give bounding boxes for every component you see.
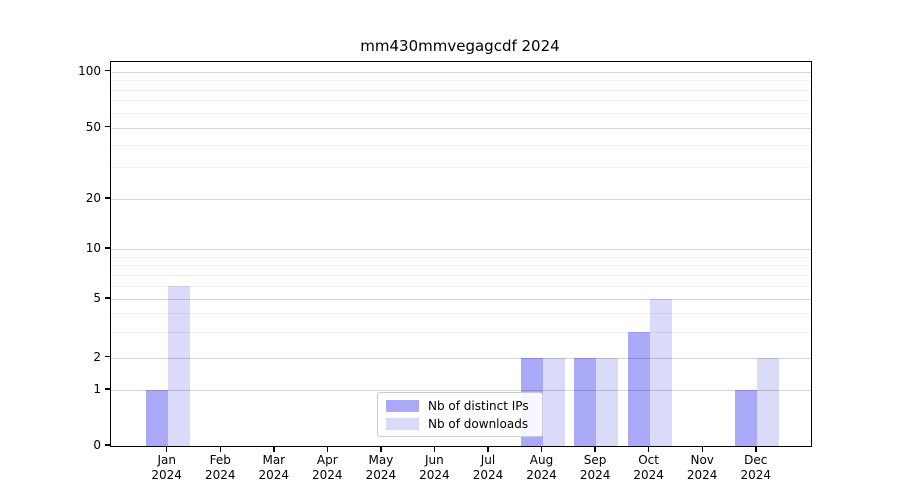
x-tick-mark-dec [755, 446, 757, 452]
y-tick-label-100: 100 [78, 63, 101, 78]
x-tick-label-mar: Mar 2024 [258, 453, 290, 482]
x-tick-label-aug: Aug 2024 [526, 453, 557, 482]
legend: Nb of distinct IPs Nb of downloads [377, 392, 543, 437]
x-tick-label-nov: Nov 2024 [686, 453, 718, 482]
legend-swatch-distinct-ips-icon [386, 399, 419, 412]
gridline-80 [111, 89, 811, 91]
x-tick-mark-oct [647, 446, 650, 452]
gridline-7 [111, 274, 811, 276]
gridline-40 [111, 144, 811, 146]
y-tick-label-0: 0 [93, 438, 101, 452]
bar-jan-distinct-ips [145, 390, 168, 446]
x-tick-mark-apr [326, 446, 329, 452]
x-tick-label-dec: Dec 2024 [740, 453, 772, 482]
bar-aug-downloads [542, 357, 565, 446]
y-tick-label-1: 1 [93, 382, 101, 396]
y-tick-mark-100 [105, 69, 110, 72]
gridline-5 [111, 299, 811, 300]
bar-jan-downloads [167, 285, 190, 446]
x-tick-label-may: May 2024 [365, 453, 397, 482]
x-tick-mark-aug [540, 446, 543, 452]
x-tick-label-apr: Apr 2024 [312, 453, 343, 482]
x-tick-mark-may [380, 446, 382, 452]
gridline-10 [111, 249, 811, 250]
y-tick-mark-5 [105, 297, 110, 299]
x-tick-label-sep: Sep 2024 [579, 453, 611, 482]
grid-layer [111, 62, 811, 446]
gridline-60 [111, 112, 811, 114]
bar-oct-distinct-ips [627, 331, 650, 446]
gridline-50 [111, 127, 811, 129]
y-tick-label-50: 50 [85, 119, 101, 134]
x-tick-label-oct: Oct 2024 [633, 453, 664, 482]
gridline-3 [111, 331, 811, 333]
y-tick-mark-10 [105, 247, 110, 249]
gridline-70 [111, 100, 811, 102]
y-tick-mark-50 [105, 125, 110, 128]
y-tick-mark-1 [105, 388, 110, 390]
x-tick-mark-jul [487, 446, 489, 452]
y-tick-label-20: 20 [85, 191, 101, 205]
gridline-100 [111, 71, 811, 73]
bars-layer [111, 62, 811, 446]
y-tick-mark-20 [105, 197, 110, 199]
gridline-1 [111, 390, 811, 391]
x-tick-label-jul: Jul 2024 [472, 453, 504, 482]
x-tick-mark-sep [594, 446, 596, 452]
bar-oct-downloads [649, 299, 672, 446]
gridline-6 [111, 285, 811, 287]
gridline-20 [111, 199, 811, 200]
legend-label-downloads: Nb of downloads [428, 416, 529, 431]
x-tick-mark-jun [433, 446, 436, 452]
x-tick-label-feb: Feb 2024 [205, 453, 236, 482]
x-tick-mark-feb [219, 446, 221, 452]
y-tick-mark-2 [105, 355, 110, 358]
bar-dec-downloads [756, 357, 779, 446]
gridline-30 [111, 167, 811, 169]
y-tick-label-2: 2 [93, 349, 101, 364]
gridline-2 [111, 357, 811, 359]
legend-item-distinct-ips: Nb of distinct IPs [386, 399, 534, 413]
x-tick-label-jun: Jun 2024 [419, 453, 450, 482]
y-tick-label-10: 10 [85, 241, 101, 255]
x-tick-label-jan: Jan 2024 [151, 453, 182, 482]
x-tick-mark-nov [701, 446, 703, 452]
bar-sep-distinct-ips [574, 357, 597, 446]
plot-area [110, 61, 812, 447]
chart-title: mm430mmvegagcdf 2024 [360, 37, 560, 55]
gridline-90 [111, 80, 811, 81]
y-tick-mark-0 [105, 444, 110, 446]
legend-label-distinct-ips: Nb of distinct IPs [428, 398, 529, 413]
bar-dec-distinct-ips [734, 390, 757, 446]
x-tick-mark-jan [165, 446, 168, 452]
gridline-9 [111, 256, 811, 258]
y-tick-label-5: 5 [93, 291, 101, 305]
x-tick-mark-mar [273, 446, 275, 452]
legend-item-downloads: Nb of downloads [386, 417, 534, 431]
legend-swatch-downloads-icon [386, 417, 419, 430]
gridline-8 [111, 265, 811, 267]
bar-sep-downloads [596, 357, 619, 446]
gridline-4 [111, 313, 811, 315]
